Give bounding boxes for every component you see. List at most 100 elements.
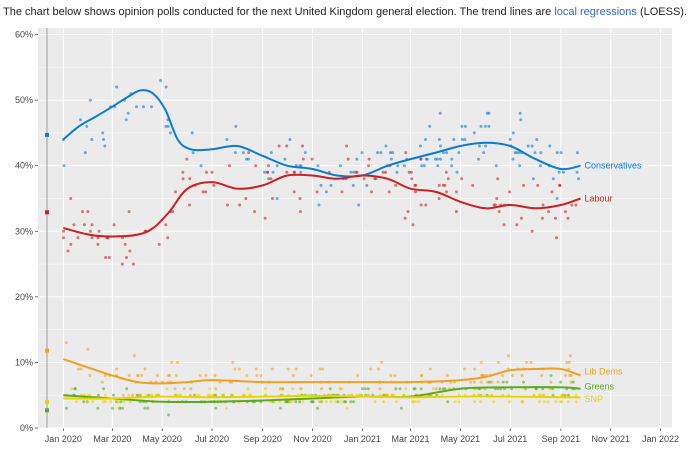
greens-poll-point (102, 387, 105, 391)
snp-poll-point (91, 400, 95, 404)
labour-poll-point (558, 183, 562, 187)
labour-poll-point (367, 157, 371, 161)
labour-poll-point (226, 203, 229, 207)
lib-dems-poll-point (486, 380, 489, 384)
labour-poll-point (497, 210, 501, 214)
conservatives-poll-point (515, 151, 519, 155)
snp-poll-point (291, 387, 294, 391)
conservatives-poll-point (455, 170, 459, 174)
conservatives-poll-point (484, 144, 488, 148)
lib-dems-poll-point (309, 374, 313, 377)
conservatives-poll-point (233, 151, 237, 155)
snp-poll-point (492, 400, 496, 404)
lib-dems-poll-point (204, 374, 208, 377)
loess-link[interactable]: local regressions (554, 6, 637, 18)
conservatives-poll-point (245, 157, 248, 161)
plot-panel (38, 28, 672, 428)
x-tick-label: Sep 2021 (542, 434, 581, 444)
greens-poll-point (419, 387, 423, 391)
lib-dems-poll-point (507, 354, 510, 358)
snp-poll-point (210, 393, 214, 397)
lib-dems-poll-point (127, 374, 131, 377)
greens-poll-point (361, 387, 364, 391)
labour-poll-point (443, 183, 447, 187)
labour-poll-point (210, 170, 214, 174)
labour-poll-point (315, 190, 319, 194)
conservatives-poll-point (352, 170, 356, 174)
lib-dems-poll-point (100, 380, 104, 384)
conservatives-poll-point (428, 124, 432, 128)
conservatives-poll-point (267, 177, 271, 181)
conservatives-poll-point (575, 151, 579, 155)
lib-dems-poll-point (79, 367, 83, 371)
labour-poll-point (547, 210, 551, 214)
snp-poll-point (560, 400, 564, 404)
labour-poll-point (174, 190, 177, 194)
labour-series-label: Labour (584, 193, 612, 203)
labour-poll-point (88, 229, 92, 233)
labour-poll-point (445, 190, 448, 194)
x-tick-label: May 2021 (441, 434, 481, 444)
greens-poll-point (398, 387, 402, 391)
labour-poll-point (367, 164, 370, 168)
labour-poll-point (181, 170, 185, 174)
snp-previous-election-marker (44, 399, 49, 404)
lib-dems-poll-point (496, 360, 500, 364)
labour-poll-point (188, 203, 191, 207)
labour-poll-point (253, 210, 256, 214)
labour-poll-point (384, 170, 387, 174)
lib-dems-poll-point (496, 380, 500, 384)
lib-dems-poll-point (214, 387, 218, 391)
snp-poll-point (574, 393, 578, 397)
conservatives-poll-point (389, 157, 393, 161)
labour-poll-point (123, 242, 127, 246)
conservatives-poll-point (526, 144, 530, 148)
conservatives-poll-point (402, 164, 406, 168)
greens-poll-point (65, 406, 68, 410)
labour-poll-point (437, 183, 441, 187)
labour-poll-point (188, 177, 192, 181)
conservatives-poll-point (518, 164, 522, 168)
x-tick-label: May 2020 (142, 434, 182, 444)
conservatives-trend-line (62, 89, 581, 178)
lib-dems-poll-point (510, 374, 514, 377)
snp-poll-point (85, 400, 89, 404)
lib-dems-poll-point (115, 367, 119, 371)
snp-poll-point (109, 400, 113, 404)
labour-poll-point (171, 210, 175, 214)
labour-poll-point (410, 177, 414, 181)
conservatives-poll-point (548, 144, 552, 148)
y-tick-label: 50% (15, 95, 33, 105)
greens-poll-point (298, 400, 302, 404)
lib-dems-poll-point (501, 374, 505, 377)
labour-poll-point (69, 197, 73, 200)
lib-dems-poll-point (318, 367, 322, 371)
conservatives-poll-point (575, 170, 579, 174)
greens-poll-point (125, 387, 129, 391)
lib-dems-poll-point (254, 367, 258, 371)
snp-poll-point (566, 400, 570, 404)
labour-poll-point (76, 236, 80, 240)
labour-poll-point (263, 216, 267, 220)
labour-poll-point (112, 223, 116, 227)
conservatives-poll-point (329, 183, 333, 187)
labour-poll-point (201, 190, 205, 194)
labour-poll-point (553, 216, 557, 220)
greens-poll-point (97, 393, 100, 397)
conservatives-poll-point (135, 105, 138, 109)
conservatives-poll-point (288, 138, 292, 141)
snp-poll-point (319, 400, 323, 404)
lib-dems-poll-point (479, 360, 483, 364)
y-tick-label: 10% (15, 357, 33, 367)
labour-poll-point (107, 256, 111, 259)
conservatives-poll-point (168, 131, 172, 135)
conservatives-poll-point (422, 164, 426, 168)
greens-poll-point (167, 413, 170, 417)
conservatives-poll-point (539, 151, 543, 155)
lib-dems-poll-point (291, 374, 295, 377)
labour-poll-point (570, 203, 574, 207)
lib-dems-poll-point (469, 380, 473, 384)
labour-poll-point (128, 249, 132, 253)
labour-poll-point (574, 203, 578, 207)
conservatives-poll-point (487, 124, 491, 128)
